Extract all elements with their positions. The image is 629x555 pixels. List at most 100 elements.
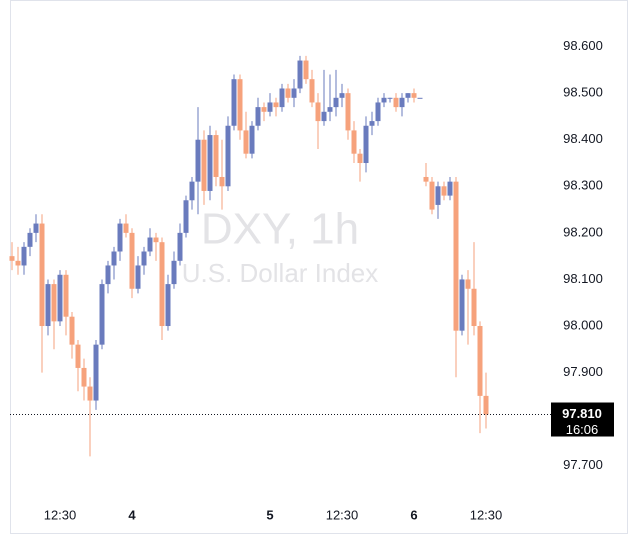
x-tick-label: 6: [410, 507, 417, 522]
candle-body: [135, 265, 141, 289]
candle-body: [207, 135, 213, 191]
candle-body: [315, 102, 321, 122]
candle-body: [81, 367, 87, 387]
candle-body: [411, 93, 417, 98]
y-tick-label: 98.300: [563, 178, 603, 193]
candle-body: [459, 279, 465, 331]
candle-body: [159, 242, 165, 327]
candle-body: [369, 121, 375, 126]
candle-body: [75, 344, 81, 368]
y-tick-label: 98.600: [563, 38, 603, 53]
candle-body: [111, 251, 117, 266]
candle-body: [441, 186, 447, 196]
candle-body: [321, 111, 327, 122]
candle-body: [255, 107, 261, 126]
candle-body: [363, 125, 369, 164]
candle-body: [231, 79, 237, 126]
candle-body: [447, 181, 453, 196]
candle-body: [39, 223, 45, 327]
last-price-box: [551, 402, 614, 437]
candle-body: [333, 97, 339, 108]
candle-body: [351, 130, 357, 154]
candle-body: [225, 125, 231, 187]
watermark-subtitle: U.S. Dollar Index: [182, 258, 379, 288]
candle-body: [237, 79, 243, 131]
candle-body: [375, 102, 381, 122]
candle-body: [153, 237, 159, 243]
candle-body: [213, 135, 219, 177]
candle-body: [243, 130, 249, 154]
candle-body: [249, 125, 255, 154]
candle-body: [381, 97, 387, 103]
countdown-label: 16:06: [566, 422, 599, 437]
candle-body: [429, 181, 435, 210]
x-tick-label: 4: [128, 507, 136, 522]
candle-body: [9, 256, 15, 261]
y-tick-label: 98.500: [563, 85, 603, 100]
candle-body: [309, 79, 315, 103]
candle-body: [57, 274, 63, 322]
watermark-title: DXY, 1h: [201, 205, 359, 254]
candle-body: [453, 181, 459, 331]
candle-body: [105, 265, 111, 285]
candle-body: [195, 139, 201, 182]
candle-body: [183, 200, 189, 233]
candle-body: [93, 344, 99, 401]
candle-body: [129, 232, 135, 289]
chart-frame: [10, 0, 628, 534]
candle-body: [45, 284, 51, 327]
candle-body: [117, 223, 123, 252]
last-price-label: 97.810: [562, 406, 602, 421]
candle-body: [189, 181, 195, 201]
candle-body: [63, 274, 69, 317]
candle-body: [399, 97, 405, 108]
y-tick-label: 98.400: [563, 131, 603, 146]
candle-body: [339, 93, 345, 98]
candle-body: [123, 223, 129, 233]
x-tick-label: 12:30: [470, 507, 503, 522]
candle-body: [87, 386, 93, 401]
y-tick-label: 97.700: [563, 457, 603, 472]
candle-body: [261, 107, 267, 112]
candle-body: [291, 88, 297, 98]
candle-body: [303, 60, 309, 80]
candle-body: [165, 284, 171, 327]
y-tick-label: 98.200: [563, 224, 603, 239]
candle-body: [33, 223, 39, 233]
x-tick-label: 12:30: [44, 507, 77, 522]
candle-body: [297, 60, 303, 89]
y-tick-label: 98.100: [563, 271, 603, 286]
x-tick-label: 12:30: [326, 507, 359, 522]
candle-body: [417, 97, 423, 99]
candle-body: [171, 260, 177, 285]
candle-body: [393, 97, 399, 108]
y-tick-label: 98.000: [563, 317, 603, 332]
y-tick-label: 97.900: [563, 364, 603, 379]
candle-body: [273, 102, 279, 108]
candle-body: [147, 237, 153, 252]
candle-body: [27, 232, 33, 247]
candle-body: [267, 102, 273, 112]
candle-body: [483, 395, 489, 415]
candle-body: [15, 260, 21, 266]
candle-body: [435, 186, 441, 205]
candle-body: [177, 232, 183, 261]
candle-body: [327, 107, 333, 112]
candle-body: [285, 88, 291, 98]
x-tick-label: 5: [266, 507, 273, 522]
candle-body: [51, 284, 57, 322]
candle-body: [357, 153, 363, 164]
candle-body: [423, 176, 429, 182]
candle-body: [219, 176, 225, 187]
candle-body: [465, 279, 471, 289]
candle-body: [201, 139, 207, 191]
candle-body: [387, 97, 393, 99]
candle-body: [477, 326, 483, 396]
candle-body: [99, 284, 105, 345]
candle-body: [279, 88, 285, 108]
candle-body: [345, 93, 351, 131]
candle-body: [69, 316, 75, 345]
candle-body: [405, 93, 411, 98]
candle-body: [21, 246, 27, 266]
